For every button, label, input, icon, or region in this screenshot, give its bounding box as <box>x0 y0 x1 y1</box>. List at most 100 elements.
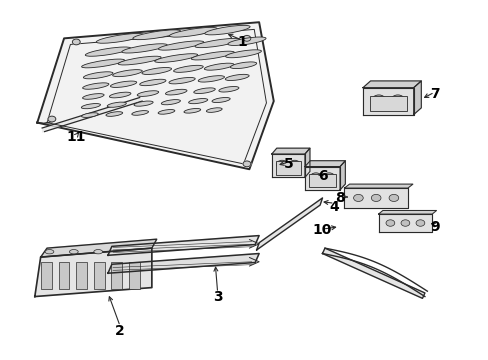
Polygon shape <box>339 161 345 190</box>
Ellipse shape <box>227 37 265 45</box>
FancyBboxPatch shape <box>275 161 300 175</box>
Ellipse shape <box>112 69 142 77</box>
Ellipse shape <box>198 76 224 82</box>
Ellipse shape <box>107 102 126 107</box>
Text: 4: 4 <box>329 200 339 214</box>
FancyBboxPatch shape <box>308 174 335 187</box>
Text: 8: 8 <box>334 191 344 205</box>
Ellipse shape <box>82 83 109 89</box>
Circle shape <box>323 173 334 181</box>
Ellipse shape <box>161 100 180 105</box>
Ellipse shape <box>106 112 122 116</box>
Ellipse shape <box>230 62 256 68</box>
Circle shape <box>415 220 424 226</box>
Circle shape <box>309 173 321 181</box>
Ellipse shape <box>137 91 159 96</box>
Ellipse shape <box>212 98 230 103</box>
Text: 2: 2 <box>115 324 125 338</box>
Circle shape <box>385 220 394 226</box>
Text: 7: 7 <box>429 87 439 101</box>
Circle shape <box>400 220 409 226</box>
Ellipse shape <box>193 88 215 94</box>
Polygon shape <box>37 22 273 169</box>
FancyBboxPatch shape <box>41 262 52 289</box>
Circle shape <box>72 39 80 45</box>
Polygon shape <box>305 161 345 167</box>
Ellipse shape <box>173 65 203 72</box>
Ellipse shape <box>81 59 124 68</box>
Ellipse shape <box>191 51 234 60</box>
Ellipse shape <box>69 249 78 254</box>
Ellipse shape <box>165 89 186 95</box>
Ellipse shape <box>142 67 171 75</box>
Text: 1: 1 <box>237 35 246 49</box>
Text: 9: 9 <box>429 220 439 234</box>
Ellipse shape <box>195 39 240 48</box>
Circle shape <box>288 160 300 169</box>
FancyBboxPatch shape <box>129 262 140 289</box>
Polygon shape <box>35 248 152 297</box>
Ellipse shape <box>225 75 248 81</box>
Polygon shape <box>305 148 309 177</box>
Polygon shape <box>344 184 412 188</box>
Ellipse shape <box>110 81 137 87</box>
Polygon shape <box>344 188 407 208</box>
Circle shape <box>276 160 287 169</box>
Polygon shape <box>413 81 421 114</box>
Ellipse shape <box>140 79 165 86</box>
Ellipse shape <box>158 109 175 114</box>
Ellipse shape <box>122 44 167 53</box>
Text: 10: 10 <box>312 223 331 237</box>
Ellipse shape <box>82 94 104 99</box>
Ellipse shape <box>109 92 131 98</box>
Polygon shape <box>322 248 424 298</box>
Circle shape <box>243 36 250 41</box>
Ellipse shape <box>83 72 113 79</box>
Ellipse shape <box>169 27 217 37</box>
Text: 5: 5 <box>283 157 293 171</box>
Polygon shape <box>256 198 322 250</box>
Circle shape <box>390 95 404 105</box>
Circle shape <box>370 194 380 202</box>
Circle shape <box>371 95 385 105</box>
FancyBboxPatch shape <box>369 96 406 111</box>
FancyBboxPatch shape <box>76 262 87 289</box>
Polygon shape <box>271 148 309 154</box>
Polygon shape <box>271 154 305 177</box>
Ellipse shape <box>81 113 98 117</box>
Ellipse shape <box>118 56 161 65</box>
Ellipse shape <box>204 25 249 35</box>
Ellipse shape <box>219 86 239 92</box>
Ellipse shape <box>225 50 261 58</box>
Circle shape <box>388 194 398 202</box>
FancyBboxPatch shape <box>111 262 122 289</box>
Polygon shape <box>305 167 339 190</box>
Ellipse shape <box>154 54 197 62</box>
Polygon shape <box>41 239 157 257</box>
Ellipse shape <box>81 104 100 109</box>
Ellipse shape <box>96 33 144 43</box>
Circle shape <box>243 161 250 167</box>
Circle shape <box>48 116 56 122</box>
FancyBboxPatch shape <box>59 262 69 289</box>
Ellipse shape <box>45 249 54 254</box>
Text: 6: 6 <box>317 170 326 183</box>
Ellipse shape <box>188 99 207 104</box>
Polygon shape <box>108 235 259 255</box>
FancyBboxPatch shape <box>94 262 104 289</box>
Ellipse shape <box>204 63 233 70</box>
Ellipse shape <box>183 108 200 113</box>
Ellipse shape <box>169 77 195 84</box>
Polygon shape <box>378 211 436 214</box>
Polygon shape <box>378 214 431 232</box>
Ellipse shape <box>134 101 153 106</box>
Ellipse shape <box>94 249 102 254</box>
Ellipse shape <box>206 108 222 112</box>
Ellipse shape <box>158 41 203 50</box>
Ellipse shape <box>132 111 148 115</box>
Ellipse shape <box>85 47 130 56</box>
Text: 11: 11 <box>66 130 86 144</box>
Ellipse shape <box>133 30 180 40</box>
Polygon shape <box>362 87 413 114</box>
Polygon shape <box>108 253 259 273</box>
